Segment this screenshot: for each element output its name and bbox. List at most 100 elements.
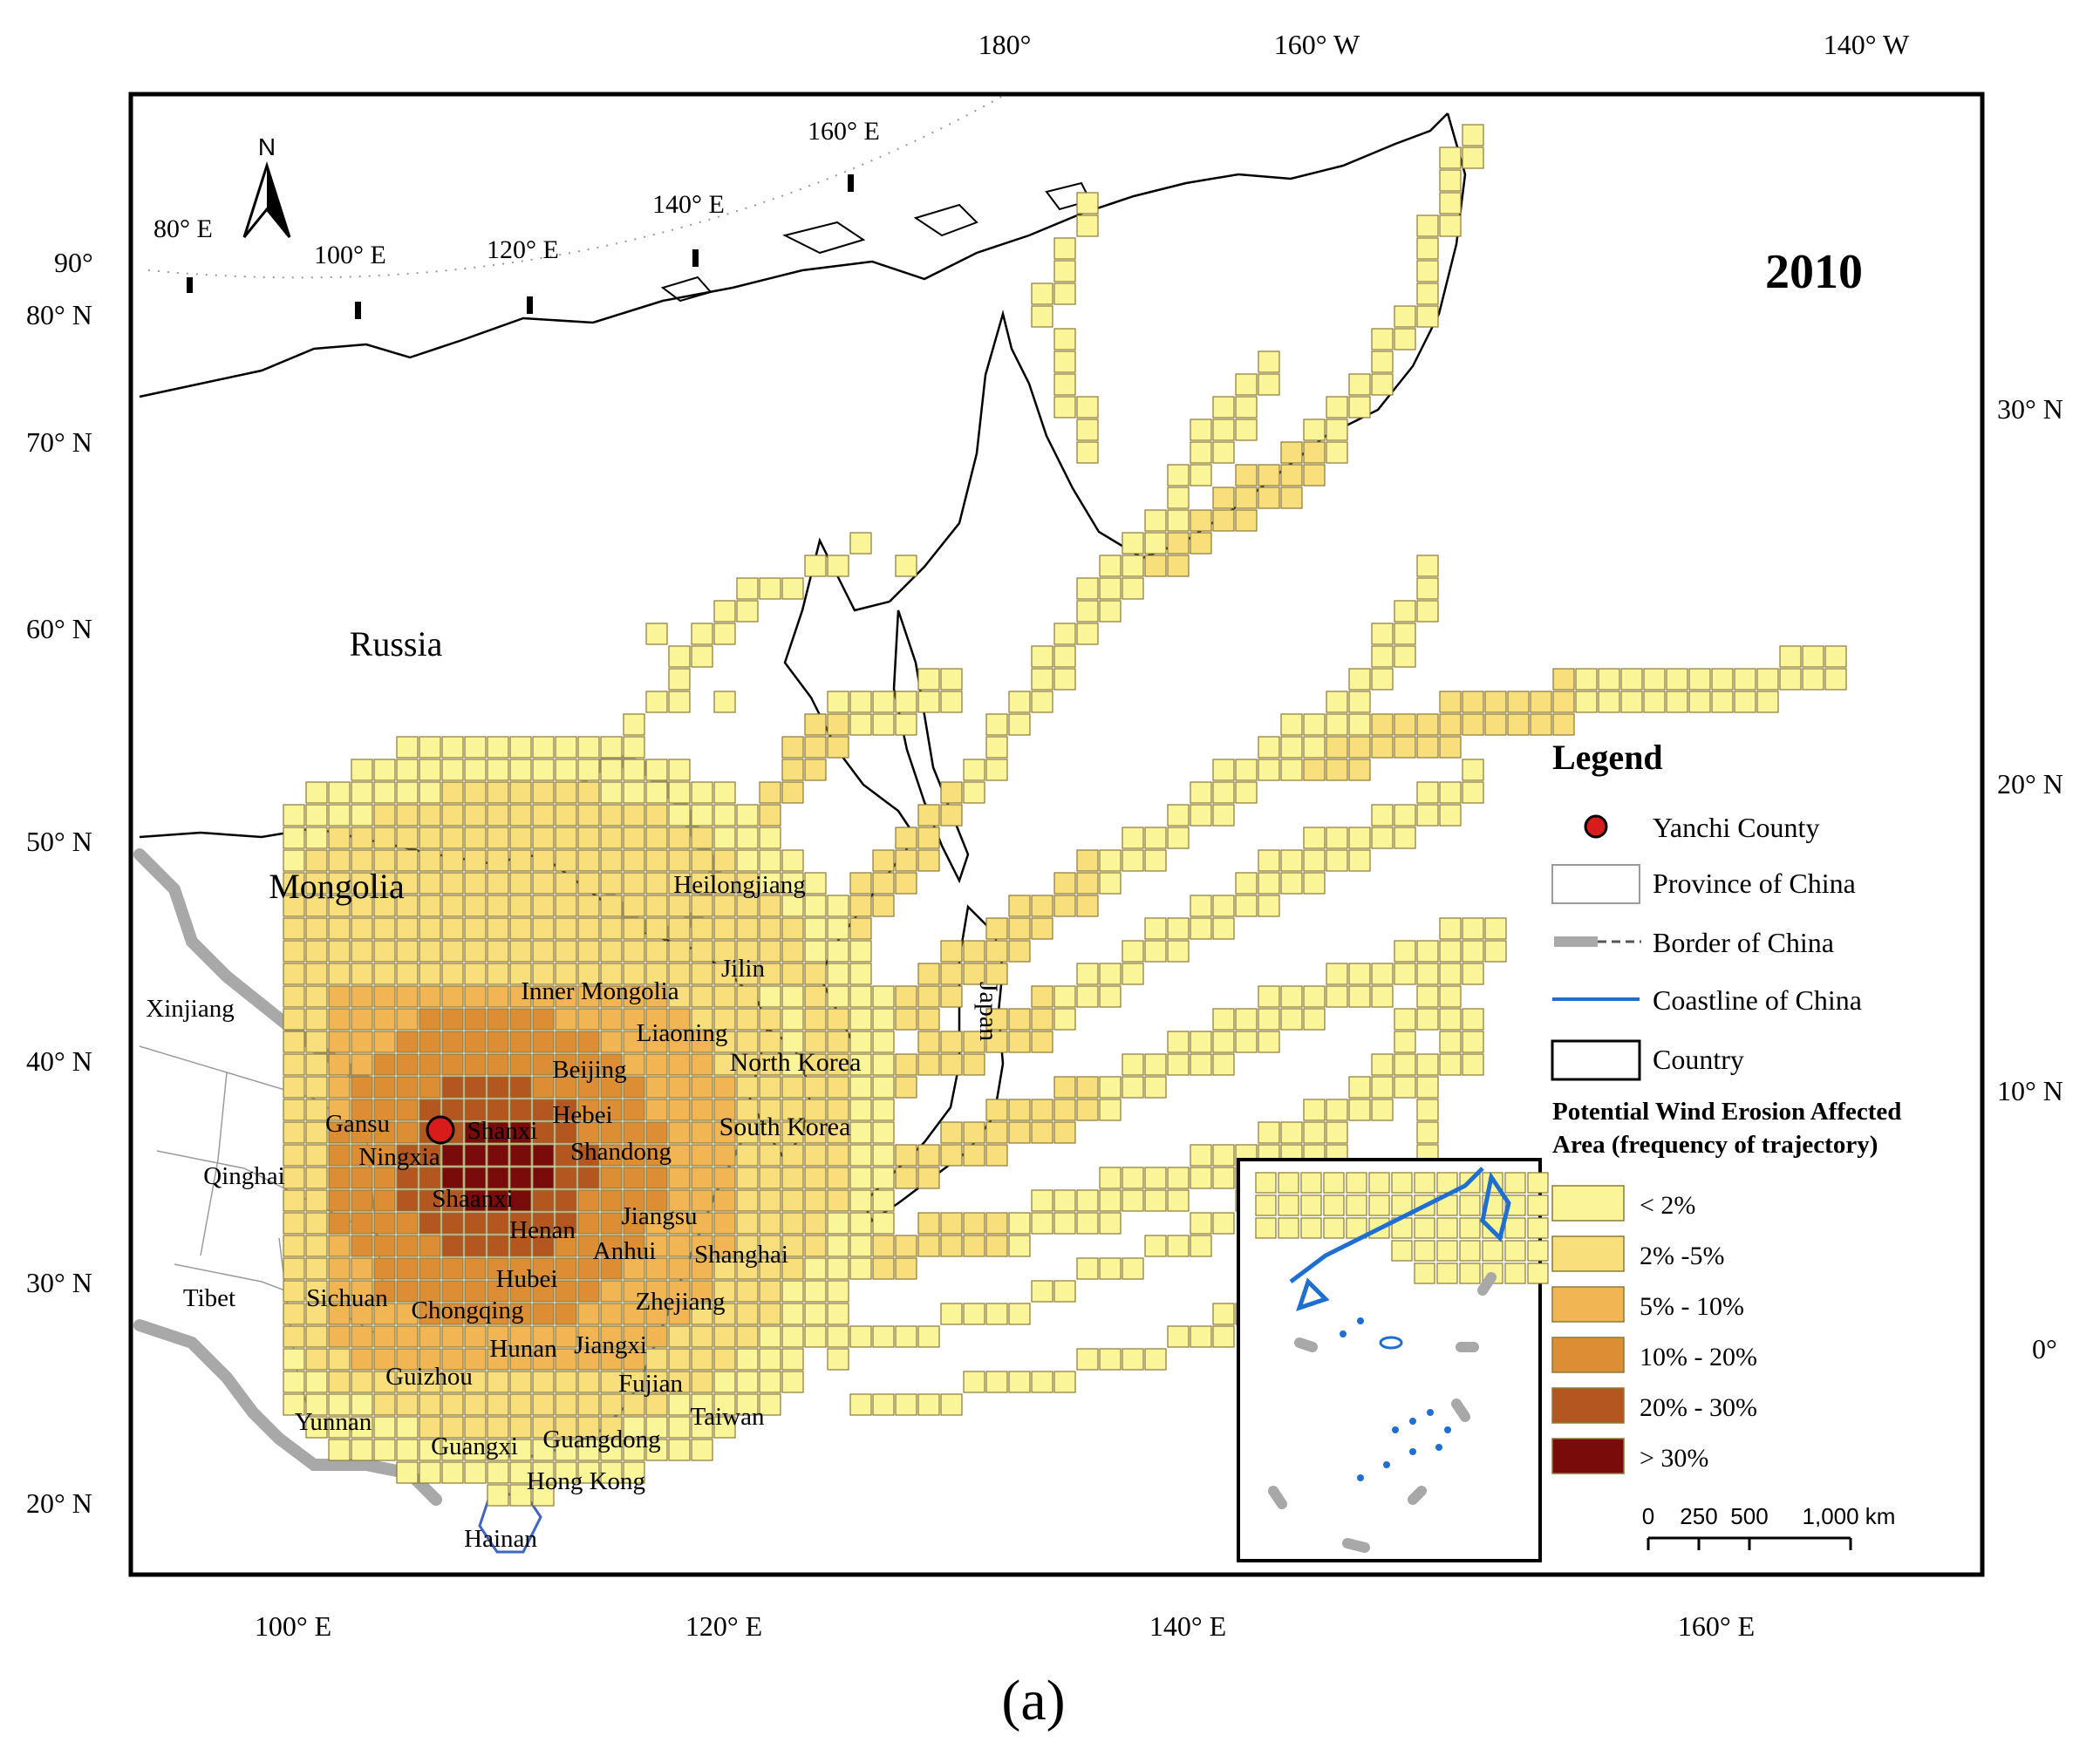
trajectory-cell — [668, 1212, 691, 1235]
trajectory-cell — [1462, 1031, 1484, 1053]
trajectory-cell — [1008, 940, 1031, 963]
trajectory-cell — [691, 917, 713, 940]
inset-cell — [1527, 1217, 1549, 1239]
trajectory-cell — [600, 1099, 623, 1121]
trajectory-cell — [872, 1393, 895, 1416]
trajectory-cell — [373, 1008, 396, 1031]
trajectory-cell — [1031, 985, 1053, 1008]
trajectory-cell — [328, 940, 351, 963]
trajectory-cell — [1008, 1099, 1031, 1121]
trajectory-cell — [759, 849, 781, 872]
trajectory-cell — [804, 1121, 827, 1144]
trajectory-cell — [781, 895, 804, 917]
trajectory-cell — [577, 1235, 600, 1257]
trajectory-cell — [577, 1121, 600, 1144]
trajectory-cell — [623, 804, 645, 827]
trajectory-cell — [668, 1144, 691, 1167]
trajectory-cell — [464, 1076, 487, 1099]
trajectory-cell — [1167, 940, 1190, 963]
trajectory-cell — [736, 1031, 759, 1053]
trajectory-cell — [351, 1348, 373, 1371]
trajectory-cell — [1099, 1099, 1122, 1121]
trajectory-cell — [963, 1303, 985, 1325]
trajectory-cell — [1258, 872, 1280, 895]
trajectory-cell — [351, 872, 373, 895]
trajectory-cell — [1598, 668, 1620, 691]
trajectory-cell — [283, 1235, 305, 1257]
trajectory-cell — [441, 827, 464, 849]
trajectory-cell — [373, 985, 396, 1008]
trajectory-cell — [849, 1099, 872, 1121]
trajectory-cell — [1167, 509, 1190, 532]
trajectory-cell — [373, 1235, 396, 1257]
province-label: Anhui — [593, 1237, 657, 1265]
scale-label-500: 500 — [1730, 1503, 1768, 1529]
trajectory-cell — [509, 1416, 532, 1439]
trajectory-cell — [577, 849, 600, 872]
trajectory-cell — [532, 985, 555, 1008]
trajectory-cell — [691, 1280, 713, 1303]
trajectory-cell — [441, 849, 464, 872]
trajectory-cell — [328, 1212, 351, 1235]
trajectory-cell — [509, 781, 532, 804]
trajectory-cell — [1303, 441, 1326, 464]
inset-cell — [1504, 1217, 1526, 1239]
trajectory-cell — [419, 872, 441, 895]
trajectory-cell — [328, 804, 351, 827]
country-label-japan: Japan — [974, 982, 1003, 1041]
trajectory-cell — [396, 1121, 419, 1144]
trajectory-cell — [1462, 691, 1484, 713]
trajectory-cell — [736, 849, 759, 872]
trajectory-cell — [1280, 849, 1303, 872]
inset-island — [1435, 1444, 1442, 1451]
trajectory-cell — [328, 1144, 351, 1167]
trajectory-cell — [441, 1189, 464, 1212]
trajectory-cell — [1190, 1325, 1212, 1348]
trajectory-cell — [849, 1167, 872, 1189]
trajectory-cell — [532, 759, 555, 781]
trajectory-cell — [872, 1235, 895, 1257]
inset-island — [1357, 1317, 1364, 1324]
trajectory-cell — [895, 691, 917, 713]
yanchi-county-marker[interactable] — [426, 1115, 455, 1145]
trajectory-cell — [1530, 691, 1552, 713]
trajectory-cell — [1122, 1053, 1144, 1076]
trajectory-cell — [1235, 464, 1258, 487]
trajectory-cell — [1326, 827, 1348, 849]
trajectory-cell — [600, 1189, 623, 1212]
trajectory-cell — [1371, 736, 1394, 759]
trajectory-cell — [1053, 1076, 1076, 1099]
tick-140e — [692, 249, 699, 267]
trajectory-cell — [1122, 1189, 1144, 1212]
trajectory-cell — [532, 1280, 555, 1303]
trajectory-cell — [464, 781, 487, 804]
trajectory-cell — [600, 849, 623, 872]
trajectory-cell — [1031, 1189, 1053, 1212]
trajectory-cell — [328, 1371, 351, 1393]
trajectory-cell — [623, 1235, 645, 1257]
trajectory-cell — [645, 1167, 668, 1189]
trajectory-cell — [1031, 1212, 1053, 1235]
trajectory-cell — [373, 1439, 396, 1461]
trajectory-cell — [1099, 577, 1122, 600]
trajectory-cell — [532, 1303, 555, 1325]
trajectory-cell — [1326, 759, 1348, 781]
legend-class-swatch-10-20 — [1551, 1337, 1625, 1373]
trajectory-cell — [963, 963, 985, 985]
trajectory-cell — [1076, 1076, 1099, 1099]
trajectory-cell — [1122, 532, 1144, 555]
trajectory-cell — [849, 1121, 872, 1144]
trajectory-cell — [1462, 1008, 1484, 1031]
trajectory-cell — [623, 1008, 645, 1031]
trajectory-cell — [532, 1371, 555, 1393]
trajectory-cell — [464, 895, 487, 917]
legend-class-swatch-5-10 — [1551, 1286, 1625, 1323]
trajectory-cell — [963, 1031, 985, 1053]
trajectory-cell — [351, 759, 373, 781]
trajectory-cell — [1326, 736, 1348, 759]
trajectory-cell — [396, 1393, 419, 1416]
legend-item-border: Border of China — [1653, 927, 1834, 958]
trajectory-cell — [1053, 895, 1076, 917]
trajectory-cell — [283, 1257, 305, 1280]
trajectory-cell — [895, 985, 917, 1008]
